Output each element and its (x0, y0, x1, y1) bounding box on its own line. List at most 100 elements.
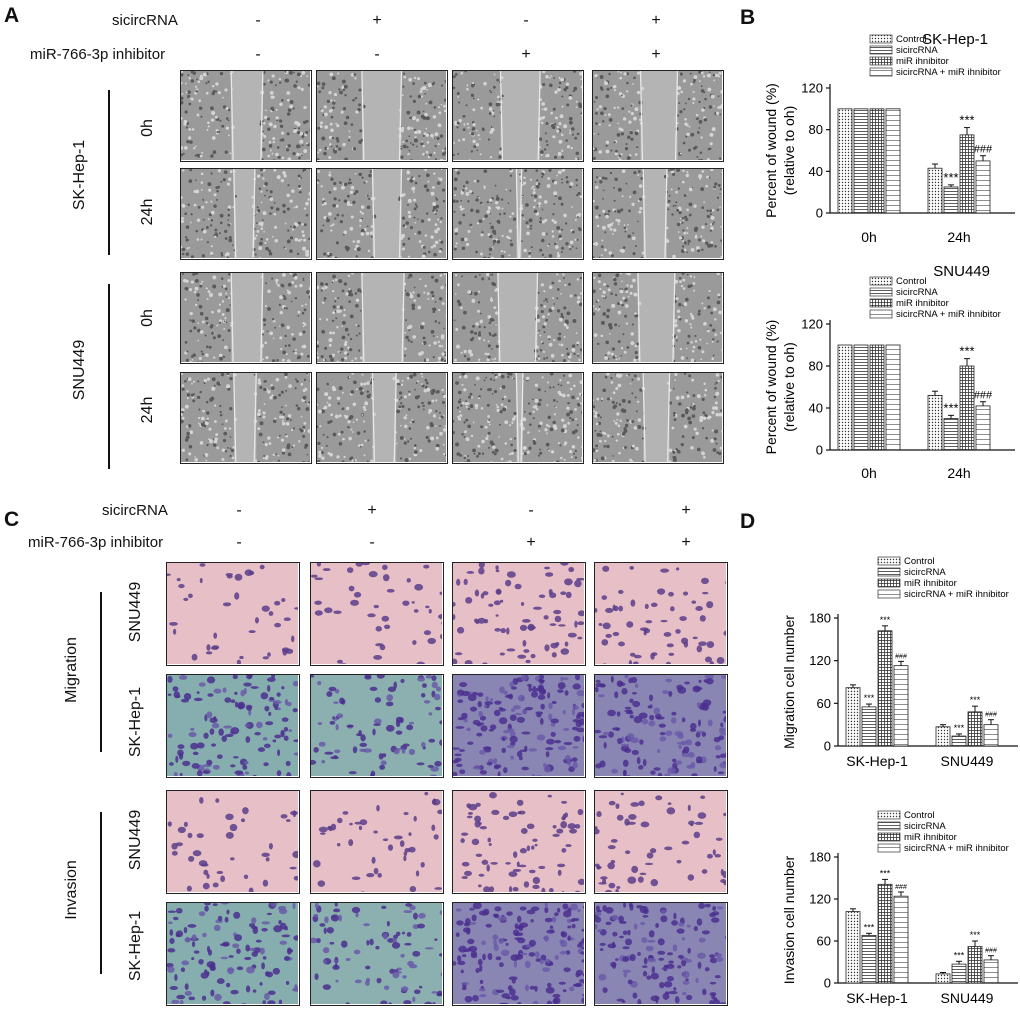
bar (877, 630, 893, 747)
wound-healing-image (316, 168, 448, 260)
legend-swatch (869, 298, 893, 308)
y-tick-label: 120 (801, 317, 823, 332)
bar (837, 108, 853, 214)
legend-swatch (877, 810, 901, 820)
c-header-inhibitor-label: miR-766-3p inhibitor (28, 534, 164, 551)
y-axis-label: Percent of wound (%) (relative to oh) (763, 320, 797, 455)
chart-title: SK-Hep-1 (922, 31, 988, 48)
significance-marker: *** (970, 930, 981, 940)
a-time-label: 0h (139, 309, 156, 327)
x-tick-label: SK-Hep-1 (846, 990, 908, 1006)
bar (845, 687, 861, 747)
significance-marker: *** (954, 950, 965, 960)
legend-swatch (877, 567, 901, 577)
y-tick-label: 0 (824, 976, 831, 991)
y-axis-label: Invasion cell number (781, 855, 797, 984)
wound-healing-image (592, 70, 724, 162)
a-time-label: 24h (139, 396, 156, 424)
wound-healing-image (316, 272, 448, 364)
c-cell-label: SK-Hep-1 (127, 910, 144, 982)
bar (935, 973, 951, 984)
panel-label-b: B (740, 6, 756, 29)
a-header-sicircrna-label: sicircRNA (112, 12, 178, 29)
a-sign: + (651, 12, 661, 29)
panel-label-d: D (740, 510, 756, 533)
a-sign: - (255, 12, 261, 29)
wound-healing-image (180, 372, 312, 464)
c-sign: + (681, 534, 691, 551)
bar (959, 134, 975, 214)
bar (927, 394, 943, 451)
c-sign: - (528, 502, 534, 519)
significance-marker: ### (974, 390, 993, 402)
a-group-bracket (108, 284, 110, 469)
x-tick-label: SNU449 (941, 753, 994, 769)
transwell-image (594, 674, 728, 778)
y-axis-label: Migration cell number (781, 615, 797, 749)
wound-healing-image (180, 70, 312, 162)
c-group-label-invasion: Invasion (63, 860, 80, 920)
x-tick-label: 0h (861, 229, 877, 245)
legend-entry: sicircRNA (896, 45, 938, 56)
y-tick-label: 120 (809, 892, 831, 907)
significance-marker: *** (943, 170, 958, 185)
c-group-label-migration: Migration (63, 637, 80, 703)
legend-swatch (869, 34, 893, 44)
a-sign: - (255, 46, 261, 63)
a-group-label-skhep1: SK-Hep-1 (71, 139, 88, 211)
significance-marker: *** (970, 695, 981, 705)
c-sign: - (236, 502, 242, 519)
c-sign: - (236, 534, 242, 551)
transwell-image (166, 674, 300, 778)
significance-marker: *** (943, 400, 958, 415)
y-tick-label: 80 (809, 359, 823, 374)
transwell-image (166, 790, 300, 894)
y-tick-label: 0 (824, 739, 831, 754)
significance-marker: ### (895, 653, 907, 660)
legend-swatch (877, 556, 901, 566)
legend-swatch (869, 45, 893, 55)
transwell-image (310, 562, 444, 666)
x-tick-label: 24h (947, 465, 970, 481)
y-tick-label: 0 (816, 206, 823, 221)
chart-title: SNU449 (933, 263, 990, 280)
wound-healing-image (592, 272, 724, 364)
legend-entry: Control (896, 34, 927, 45)
bar (951, 963, 967, 984)
bar (885, 108, 901, 214)
wound-healing-image (452, 272, 584, 364)
c-sign: + (367, 502, 377, 519)
c-cell-label: SNU449 (127, 809, 144, 871)
legend-entry: miR ihnibitor (896, 298, 949, 309)
significance-marker: *** (959, 344, 974, 359)
legend-entry: sicircRNA (904, 567, 946, 578)
transwell-image (310, 790, 444, 894)
significance-marker: *** (880, 868, 891, 878)
y-tick-label: 180 (809, 611, 831, 626)
legend-swatch (869, 56, 893, 66)
bar (927, 167, 943, 214)
legend-swatch (877, 589, 901, 599)
c-group-bracket (100, 592, 102, 752)
bar (951, 735, 967, 747)
legend-entry: Control (896, 276, 927, 287)
wound-healing-image (452, 168, 584, 260)
bar (983, 724, 999, 747)
bar (869, 344, 885, 451)
c-group-bracket (100, 812, 102, 974)
a-header-inhibitor-label: miR-766-3p inhibitor (30, 46, 166, 63)
significance-marker: *** (880, 615, 891, 625)
legend-entry: sicircRNA + miR ihnibitor (896, 67, 1001, 78)
a-group-label-snu449: SNU449 (71, 339, 88, 401)
y-tick-label: 60 (817, 934, 831, 949)
c-header-sicircrna-label: sicircRNA (102, 502, 168, 519)
y-tick-label: 0 (816, 443, 823, 458)
transwell-image (452, 674, 586, 778)
significance-marker: ### (895, 884, 907, 891)
transwell-image (594, 790, 728, 894)
bar (967, 711, 983, 747)
y-tick-label: 120 (809, 653, 831, 668)
